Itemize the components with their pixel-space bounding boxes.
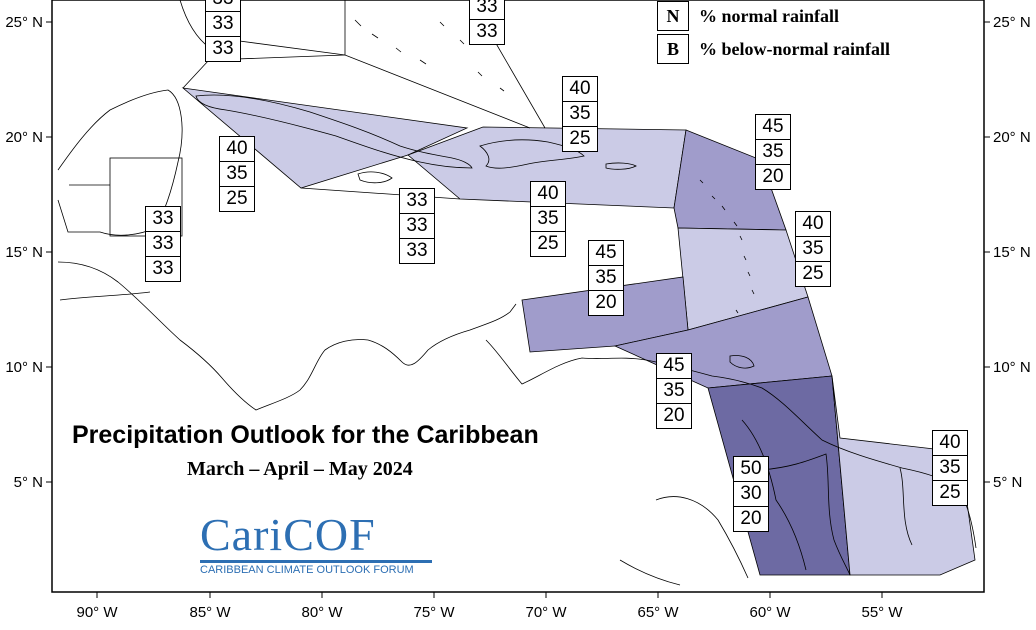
x-tick-label: 65° W	[637, 604, 679, 621]
prob-value: 25	[939, 482, 961, 503]
prob-value: 33	[400, 214, 434, 239]
prob-value: 50	[734, 457, 768, 482]
y-tick-label-left: 20° N	[5, 129, 43, 146]
y-tick-label-right: 20° N	[993, 129, 1031, 146]
legend-key-normal: N	[657, 1, 689, 31]
prob-value: 45	[589, 241, 623, 266]
map-subtitle: March – April – May 2024	[187, 458, 413, 480]
prob-box-guyana: 50 30 20	[733, 456, 769, 532]
prob-value: 40	[933, 431, 967, 456]
prob-value: 40	[531, 182, 565, 207]
prob-value: 30	[734, 482, 768, 507]
prob-value: 45	[657, 354, 691, 379]
x-tick-label: 75° W	[413, 604, 455, 621]
legend-row-below: B % below-normal rainfall	[657, 34, 890, 64]
prob-value: 35	[796, 237, 830, 262]
prob-value: 35	[756, 140, 790, 165]
prob-value: 35	[589, 266, 623, 291]
prob-value: 33	[146, 207, 180, 232]
prob-value: 33	[146, 232, 180, 257]
prob-value: 33	[470, 0, 504, 20]
prob-box-jamaica: 33 33 33	[399, 188, 435, 264]
x-tick-label: 80° W	[301, 604, 343, 621]
coastlines	[57, 0, 977, 586]
prob-box-abc-islands: 45 35 20	[588, 240, 624, 316]
prob-box-hispaniola: 40 35 25	[562, 76, 598, 152]
y-tick-label-left: 25° N	[5, 14, 43, 31]
y-tick-label-right: 10° N	[993, 359, 1031, 376]
prob-value: 40	[796, 212, 830, 237]
prob-value: 35	[531, 207, 565, 232]
prob-box-cuba-west: 40 35 25	[219, 136, 255, 212]
legend-label-below: % below-normal rainfall	[699, 38, 890, 59]
prob-value: 33	[400, 189, 434, 214]
prob-value: 40	[220, 137, 254, 162]
prob-box-belize: 33 33 33	[145, 206, 181, 282]
prob-value: 35	[933, 456, 967, 481]
prob-value: 40	[563, 77, 597, 102]
prob-value: 35	[220, 162, 254, 187]
prob-box-leeward: 45 35 20	[755, 114, 791, 190]
prob-value: 35	[657, 379, 691, 404]
map-title: Precipitation Outlook for the Caribbean	[72, 421, 539, 449]
prob-value: 33	[206, 12, 240, 37]
y-tick-label-left: 15° N	[5, 244, 43, 261]
region-guyana	[707, 375, 851, 576]
x-tick-label: 90° W	[76, 604, 118, 621]
prob-value: 33	[152, 258, 174, 279]
region-outlines	[69, 0, 546, 237]
legend-key-below: B	[657, 34, 689, 64]
y-tick-label-right: 5° N	[993, 474, 1022, 491]
y-tick-label-right: 15° N	[993, 244, 1031, 261]
y-tick-label-left: 5° N	[14, 474, 43, 491]
x-tick-label: 60° W	[749, 604, 791, 621]
prob-value: 25	[569, 128, 591, 149]
prob-box-trinidad: 45 35 20	[656, 353, 692, 429]
map-frame	[51, 0, 985, 593]
prob-box-suriname: 40 35 25	[932, 430, 968, 506]
prob-value: 33	[476, 21, 498, 42]
prob-box-caribbean-sea: 40 35 25	[530, 181, 566, 257]
caricof-logo: CariCOF CARIBBEAN CLIMATE OUTLOOK FORUM	[200, 512, 432, 576]
y-tick-label-right: 25° N	[993, 14, 1031, 31]
logo-divider	[200, 560, 432, 563]
prob-value: 25	[537, 233, 559, 254]
prob-box-bahamas-east: 33 33	[469, 0, 505, 45]
x-tick-label: 70° W	[525, 604, 567, 621]
prob-box-bahamas-west: 33 33 33	[205, 0, 241, 62]
prob-box-windward: 40 35 25	[795, 211, 831, 287]
x-tick-label: 85° W	[189, 604, 231, 621]
prob-value: 20	[663, 405, 685, 426]
legend-label-normal: % normal rainfall	[699, 5, 839, 26]
prob-value: 35	[563, 102, 597, 127]
prob-value: 20	[740, 508, 762, 529]
logo-tagline: CARIBBEAN CLIMATE OUTLOOK FORUM	[200, 564, 414, 576]
prob-value: 25	[802, 263, 824, 284]
prob-value: 33	[212, 38, 234, 59]
logo-wordmark: CariCOF	[200, 509, 376, 560]
legend-row-normal: N % normal rainfall	[657, 1, 839, 31]
x-tick-label: 55° W	[861, 604, 903, 621]
prob-value: 25	[226, 188, 248, 209]
y-tick-label-left: 10° N	[5, 359, 43, 376]
prob-value: 20	[762, 166, 784, 187]
prob-value: 33	[406, 240, 428, 261]
axis-ticks	[46, 21, 990, 598]
prob-value: 33	[206, 0, 240, 12]
prob-value: 45	[756, 115, 790, 140]
prob-value: 20	[595, 292, 617, 313]
